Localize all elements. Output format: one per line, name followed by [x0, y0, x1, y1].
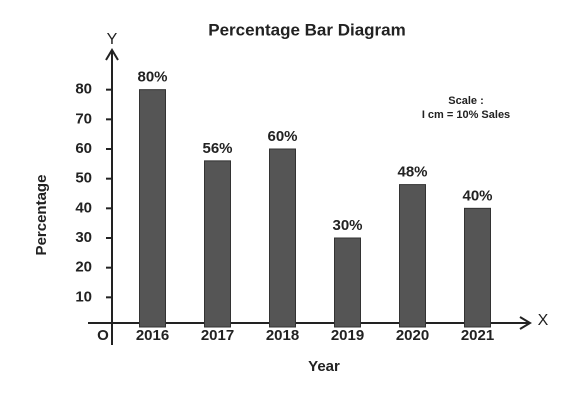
y-axis-label: Percentage: [33, 175, 50, 256]
y-tick-label: 10: [75, 288, 92, 305]
value-label: 80%: [137, 69, 167, 86]
y-axis-letter: Y: [107, 31, 118, 48]
y-tick-label: 30: [75, 229, 92, 246]
x-tick-label: 2020: [396, 327, 429, 344]
bar: [464, 207, 491, 328]
y-tick-label: 60: [75, 140, 92, 157]
x-axis-label: Year: [308, 358, 340, 375]
value-label: 56%: [202, 140, 232, 157]
x-tick-label: 2017: [201, 327, 234, 344]
value-label: 30%: [332, 217, 362, 234]
bar: [139, 89, 166, 328]
chart-title: Percentage Bar Diagram: [208, 20, 405, 39]
y-tick-label: 20: [75, 259, 92, 276]
annotation: Scale :: [448, 95, 483, 107]
x-tick-label: 2018: [266, 327, 299, 344]
origin-label: O: [97, 327, 109, 344]
bar: [204, 160, 231, 328]
bar: [269, 148, 296, 328]
bar: [334, 237, 361, 328]
y-tick-label: 70: [75, 110, 92, 127]
y-tick-label: 50: [75, 170, 92, 187]
y-tick-label: 80: [75, 81, 92, 98]
x-axis-letter: X: [538, 312, 549, 329]
value-label: 48%: [397, 164, 427, 181]
annotation: I cm = 10% Sales: [422, 109, 510, 121]
value-label: 60%: [267, 128, 297, 145]
y-tick-label: 40: [75, 199, 92, 216]
bar: [399, 184, 426, 328]
x-axis-arrow: [519, 316, 532, 330]
x-tick-label: 2016: [136, 327, 169, 344]
x-tick-label: 2019: [331, 327, 364, 344]
value-label: 40%: [462, 187, 492, 204]
y-axis-arrow: [105, 48, 119, 61]
x-tick-label: 2021: [461, 327, 494, 344]
